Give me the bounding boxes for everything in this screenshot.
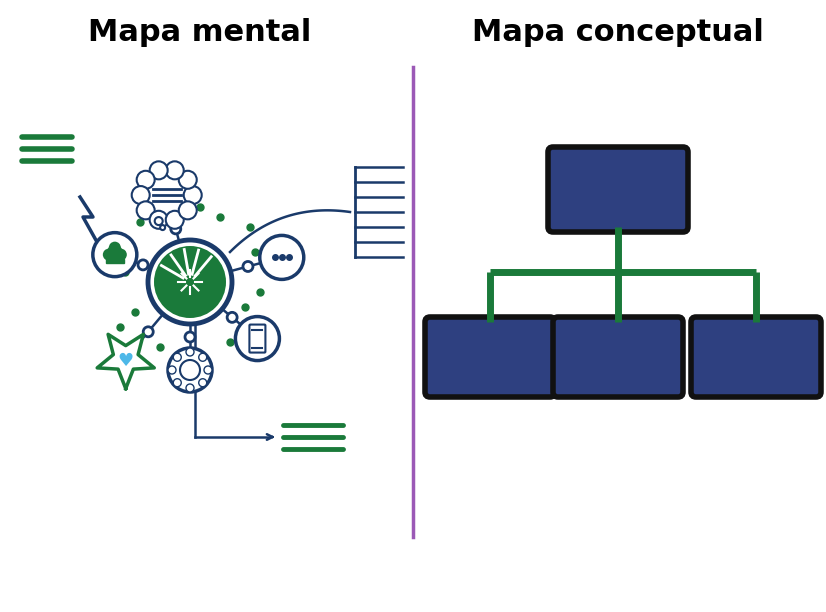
- Polygon shape: [97, 334, 154, 389]
- Circle shape: [235, 316, 279, 360]
- Circle shape: [186, 384, 194, 392]
- Circle shape: [102, 248, 115, 261]
- Circle shape: [166, 162, 183, 179]
- Circle shape: [154, 217, 163, 225]
- Circle shape: [107, 245, 123, 261]
- Circle shape: [143, 327, 153, 337]
- Text: Mapa mental: Mapa mental: [88, 18, 311, 47]
- Circle shape: [136, 171, 154, 188]
- Circle shape: [139, 167, 195, 223]
- Circle shape: [243, 261, 253, 272]
- FancyBboxPatch shape: [691, 317, 821, 397]
- Circle shape: [178, 201, 197, 219]
- Polygon shape: [106, 259, 124, 263]
- Polygon shape: [80, 197, 97, 242]
- Circle shape: [183, 186, 202, 204]
- Circle shape: [109, 242, 121, 253]
- FancyBboxPatch shape: [249, 324, 265, 353]
- Circle shape: [160, 225, 165, 230]
- Circle shape: [166, 211, 183, 229]
- Circle shape: [173, 379, 181, 387]
- Circle shape: [150, 162, 168, 179]
- Circle shape: [186, 348, 194, 356]
- Circle shape: [150, 211, 168, 229]
- Circle shape: [115, 248, 127, 261]
- FancyBboxPatch shape: [553, 317, 683, 397]
- Circle shape: [131, 186, 150, 204]
- Circle shape: [199, 353, 206, 361]
- Circle shape: [180, 360, 200, 380]
- Circle shape: [136, 201, 154, 219]
- Circle shape: [199, 379, 206, 387]
- FancyBboxPatch shape: [548, 147, 688, 232]
- Circle shape: [178, 171, 197, 188]
- Circle shape: [168, 366, 176, 374]
- Circle shape: [259, 236, 304, 280]
- Circle shape: [227, 312, 237, 323]
- Text: Mapa conceptual: Mapa conceptual: [472, 18, 764, 47]
- Text: ♥: ♥: [117, 352, 134, 370]
- Circle shape: [173, 353, 181, 361]
- Circle shape: [138, 260, 148, 270]
- Circle shape: [93, 233, 137, 277]
- Circle shape: [154, 246, 226, 318]
- FancyBboxPatch shape: [425, 317, 555, 397]
- Circle shape: [185, 332, 195, 342]
- Circle shape: [168, 348, 212, 392]
- Circle shape: [148, 240, 232, 324]
- Circle shape: [204, 366, 212, 374]
- Circle shape: [171, 224, 181, 234]
